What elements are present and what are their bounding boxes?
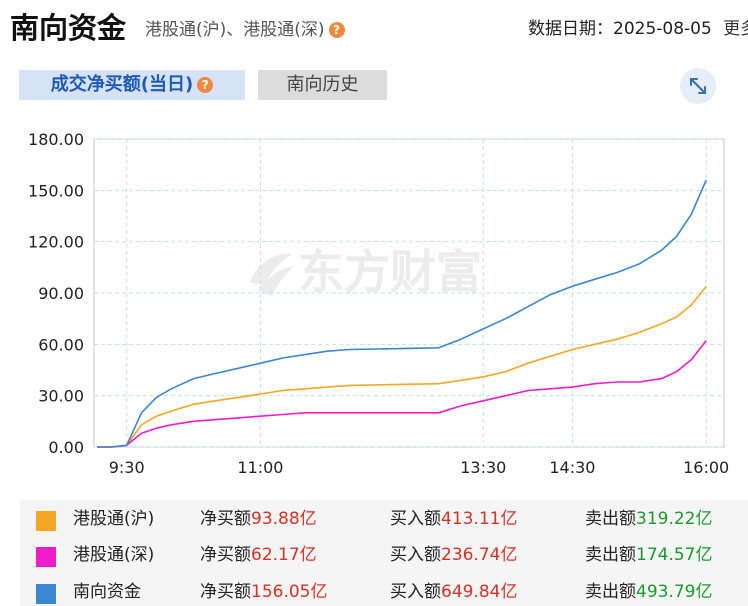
legend-row-sz: 港股通(深) 净买额62.17亿 买入额236.74亿 卖出额174.57亿 bbox=[20, 541, 748, 569]
net-buy-label: 净买额 bbox=[200, 545, 251, 565]
data-date: 数据日期：2025-08-05 更多 bbox=[528, 17, 748, 41]
buy-metric: 买入额649.84亿 bbox=[390, 578, 517, 606]
y-tick-label: 90.00 bbox=[38, 284, 84, 303]
legend-swatch-total bbox=[36, 584, 56, 604]
page-title: 南向资金 bbox=[10, 11, 127, 45]
buy-value: 413.11亿 bbox=[441, 509, 518, 529]
legend-name: 南向资金 bbox=[73, 582, 141, 602]
tab-southbound-history[interactable]: 南向历史 bbox=[258, 70, 387, 100]
buy-label: 买入额 bbox=[390, 509, 441, 529]
net-buy-label: 净买额 bbox=[200, 582, 251, 602]
brand-logo-icon bbox=[250, 253, 294, 296]
help-icon[interactable]: ? bbox=[197, 77, 214, 93]
sell-value: 493.79亿 bbox=[636, 582, 713, 602]
y-tick-label: 0.00 bbox=[48, 438, 84, 457]
legend-name: 港股通(深) bbox=[73, 545, 155, 565]
sell-metric: 卖出额174.57亿 bbox=[585, 541, 712, 569]
buy-label: 买入额 bbox=[390, 545, 441, 565]
buy-value: 649.84亿 bbox=[441, 582, 518, 602]
x-tick-label: 13:30 bbox=[460, 458, 506, 477]
buy-metric: 买入额413.11亿 bbox=[390, 505, 517, 533]
sell-label: 卖出额 bbox=[585, 545, 636, 565]
series-line bbox=[97, 340, 707, 448]
watermark: 东方财富 bbox=[250, 245, 482, 299]
legend-name: 港股通(沪) bbox=[73, 509, 155, 529]
net-buy-metric: 净买额93.88亿 bbox=[200, 505, 317, 533]
sell-value: 319.22亿 bbox=[636, 509, 713, 529]
net-buy-metric: 净买额62.17亿 bbox=[200, 541, 317, 569]
expand-button[interactable] bbox=[680, 68, 716, 104]
subtitle: 港股通(沪)、港股通(深)? bbox=[145, 18, 345, 42]
sell-metric: 卖出额493.79亿 bbox=[585, 578, 712, 606]
watermark-text: 东方财富 bbox=[298, 245, 482, 299]
legend-row-sh: 港股通(沪) 净买额93.88亿 买入额413.11亿 卖出额319.22亿 bbox=[20, 505, 748, 533]
legend-swatch-sz bbox=[36, 547, 56, 567]
legend-row-total: 南向资金 净买额156.05亿 买入额649.84亿 卖出额493.79亿 bbox=[20, 578, 748, 606]
tab-net-buy-today-label: 成交净买额(当日) bbox=[50, 74, 194, 95]
y-tick-label: 150.00 bbox=[28, 181, 84, 200]
y-tick-label: 30.00 bbox=[38, 387, 84, 406]
net-buy-line-chart: 东方财富 0.00 30.00 60.00 90.00 120.00 150.00 180.… bbox=[28, 130, 729, 477]
buy-label: 买入额 bbox=[390, 582, 441, 602]
buy-value: 236.74亿 bbox=[441, 545, 518, 565]
series-line bbox=[97, 285, 707, 448]
x-tick-label: 11:00 bbox=[237, 458, 283, 477]
sell-metric: 卖出额319.22亿 bbox=[585, 505, 712, 533]
sell-label: 卖出额 bbox=[585, 582, 636, 602]
more-link[interactable]: 更多 bbox=[723, 19, 748, 39]
net-buy-metric: 净买额156.05亿 bbox=[200, 578, 327, 606]
tab-southbound-history-label: 南向历史 bbox=[286, 74, 359, 95]
x-tick-label: 9:30 bbox=[109, 458, 145, 477]
date-value: 2025-08-05 bbox=[613, 19, 712, 39]
y-tick-label: 120.00 bbox=[28, 233, 84, 252]
legend-swatch-sh bbox=[36, 511, 56, 531]
series-line bbox=[97, 179, 707, 448]
x-tick-label: 14:30 bbox=[549, 458, 595, 477]
y-tick-label: 180.00 bbox=[28, 130, 84, 149]
x-tick-label: 16:00 bbox=[683, 458, 729, 477]
expand-icon bbox=[690, 78, 706, 94]
sell-value: 174.57亿 bbox=[636, 545, 713, 565]
buy-metric: 买入额236.74亿 bbox=[390, 541, 517, 569]
y-tick-label: 60.00 bbox=[38, 335, 84, 354]
net-buy-value: 62.17亿 bbox=[251, 545, 317, 565]
help-icon[interactable]: ? bbox=[328, 22, 345, 38]
net-buy-value: 93.88亿 bbox=[251, 509, 317, 529]
subtitle-text: 港股通(沪)、港股通(深) bbox=[145, 20, 325, 40]
net-buy-value: 156.05亿 bbox=[251, 582, 328, 602]
date-label: 数据日期： bbox=[528, 19, 613, 39]
net-buy-label: 净买额 bbox=[200, 509, 251, 529]
tab-net-buy-today[interactable]: 成交净买额(当日)? bbox=[19, 70, 245, 100]
sell-label: 卖出额 bbox=[585, 509, 636, 529]
legend-panel: 港股通(沪) 净买额93.88亿 买入额413.11亿 卖出额319.22亿 港… bbox=[20, 500, 748, 606]
